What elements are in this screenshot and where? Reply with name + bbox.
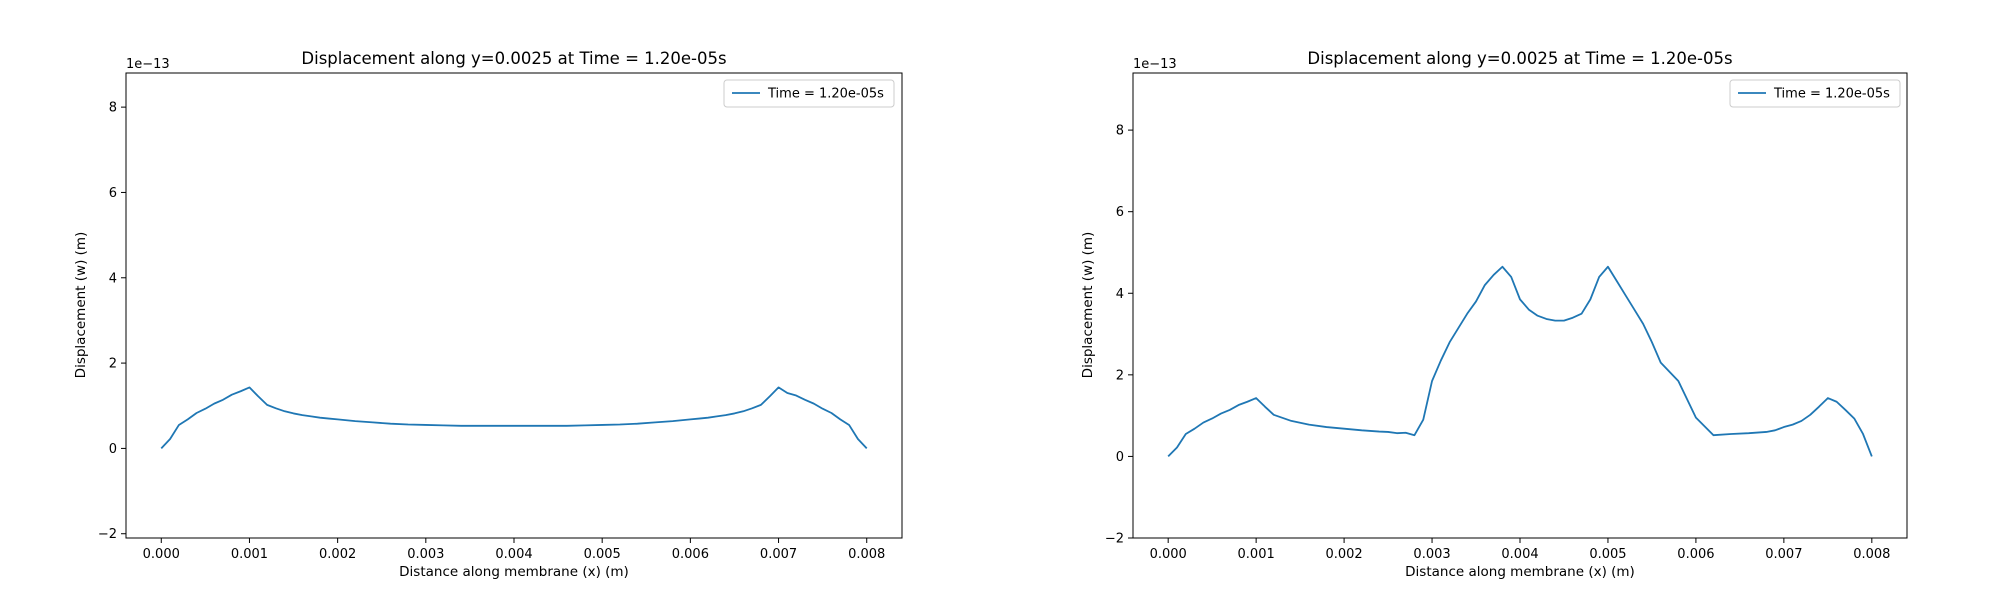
y-tick-label: 4 (109, 271, 117, 286)
plot-lines (1167, 265, 1873, 458)
x-tick-label: 0.005 (584, 547, 621, 562)
legend: Time = 1.20e-05s (723, 79, 895, 108)
chart-title: Displacement along y=0.0025 at Time = 1.… (1307, 49, 1732, 68)
y-tick-label: 0 (1116, 450, 1124, 465)
x-tick-label: 0.001 (1238, 547, 1275, 562)
series-line (160, 386, 868, 450)
x-tick-label: 0.007 (760, 547, 797, 562)
legend-box (723, 79, 895, 108)
x-tick-label: 0.001 (231, 547, 268, 562)
y-axis-label: Displacement (w) (m) (1080, 232, 1096, 379)
y-tick-label: 2 (1116, 368, 1124, 383)
x-tick-label: 0.005 (1589, 547, 1626, 562)
axis-ticks: 0.000 0.001 0.002 0.003 0.004 0.005 0.006 0.007… (98, 101, 886, 562)
x-tick-label: 0.000 (143, 547, 180, 562)
legend-entry: Time = 1.20e-05s (767, 87, 884, 102)
y-axis-label: Displacement (w) (m) (73, 232, 89, 379)
y-tick-label: 4 (1116, 287, 1124, 302)
legend-entry: Time = 1.20e-05s (1773, 87, 1890, 102)
chart-title: Displacement along y=0.0025 at Time = 1.… (301, 49, 726, 68)
chart-panel-left: Displacement along y=0.0025 at Time = 1.… (73, 49, 903, 580)
x-tick-label: 0.007 (1765, 547, 1802, 562)
axes-frame (1132, 72, 1908, 539)
x-tick-label: 0.006 (672, 547, 709, 562)
x-tick-label: 0.004 (1501, 547, 1538, 562)
legend-box (1729, 79, 1901, 108)
x-tick-label: 0.008 (1853, 547, 1890, 562)
chart-panel-right: Displacement along y=0.0025 at Time = 1.… (1080, 49, 1908, 580)
y-tick-label: 6 (1116, 205, 1124, 220)
x-tick-label: 0.000 (1150, 547, 1187, 562)
y-multiplier-label: 1e−13 (1133, 57, 1177, 72)
x-tick-label: 0.008 (848, 547, 885, 562)
x-tick-label: 0.003 (1413, 547, 1450, 562)
axis-ticks: 0.000 0.001 0.002 0.003 0.004 0.005 0.006 0.007… (1105, 124, 1891, 562)
x-axis-label: Distance along membrane (x) (m) (1405, 564, 1635, 580)
x-tick-label: 0.004 (495, 547, 532, 562)
y-multiplier-label: 1e−13 (126, 57, 170, 72)
axes-frame (125, 72, 903, 539)
y-tick-label: 8 (1116, 124, 1124, 139)
x-axis-label: Distance along membrane (x) (m) (399, 564, 629, 580)
series-line (1167, 265, 1873, 458)
y-tick-label: 8 (109, 101, 117, 116)
legend: Time = 1.20e-05s (1729, 79, 1901, 108)
y-tick-label: 0 (109, 442, 117, 457)
y-tick-label: 6 (109, 186, 117, 201)
x-tick-label: 0.002 (319, 547, 356, 562)
plot-lines (160, 386, 868, 450)
x-tick-label: 0.006 (1677, 547, 1714, 562)
y-tick-label: 2 (109, 357, 117, 372)
y-tick-label: −2 (98, 527, 117, 542)
y-tick-label: −2 (1105, 532, 1124, 547)
x-tick-label: 0.003 (407, 547, 444, 562)
x-tick-label: 0.002 (1325, 547, 1362, 562)
